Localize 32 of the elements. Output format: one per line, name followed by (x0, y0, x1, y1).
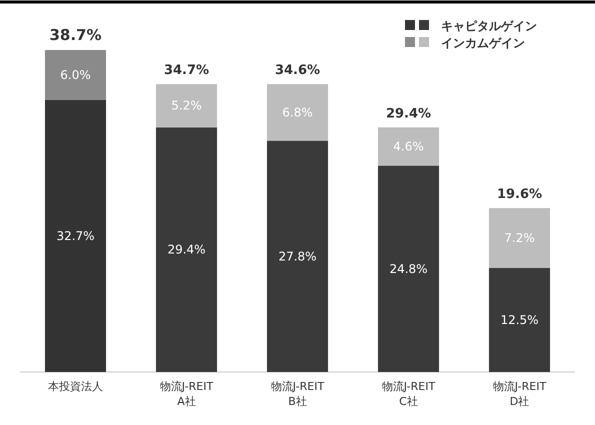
bar (156, 127, 218, 372)
bar (488, 208, 550, 268)
data-label: 27.8% (278, 249, 317, 264)
total-label: 19.6% (496, 187, 542, 202)
bar (266, 84, 328, 141)
x-tick-label: 物流J-REIT D社 (492, 380, 546, 408)
data-label: 12.5% (500, 312, 539, 327)
data-label: 32.7% (56, 228, 95, 243)
total-label: 38.7% (49, 26, 102, 44)
bar (266, 140, 328, 372)
data-label: 29.4% (167, 242, 206, 257)
bar (488, 268, 550, 372)
data-label: 6.8% (282, 105, 313, 120)
total-label: 34.7% (164, 63, 210, 78)
data-label: 5.2% (171, 98, 202, 113)
total-label: 29.4% (386, 106, 432, 122)
data-label: 7.2% (504, 231, 535, 246)
x-tick-label: 物流J-REIT A社 (160, 380, 214, 408)
bar (156, 84, 218, 128)
bar (44, 50, 106, 100)
data-label: 4.6% (393, 140, 424, 154)
bar (378, 127, 440, 166)
x-tick-label: 本投資法人 (48, 380, 103, 393)
bar (378, 166, 440, 372)
total-label: 34.6% (274, 63, 320, 78)
x-tick-label: 物流J-REIT C社 (382, 380, 436, 408)
data-label: 24.8% (389, 262, 428, 276)
x-tick-label: 物流J-REIT B社 (270, 380, 324, 408)
data-label: 6.0% (60, 68, 91, 82)
legend-label: キャピタルゲイン (441, 19, 537, 33)
bar (44, 100, 106, 372)
legend-label: インカムゲイン (441, 36, 525, 50)
